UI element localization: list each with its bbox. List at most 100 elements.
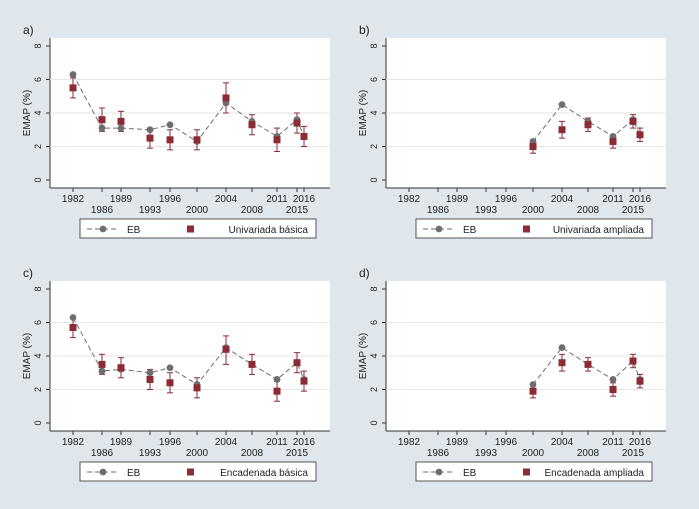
y-tick-label: 2 xyxy=(33,387,43,392)
eb-point xyxy=(69,71,77,78)
legend-eb-label: EB xyxy=(127,225,141,236)
legend-eb-marker xyxy=(99,468,107,476)
legend-box xyxy=(415,461,653,482)
y-axis-label: EMAP (%) xyxy=(358,333,369,380)
model-point xyxy=(609,137,617,145)
model-point xyxy=(529,387,537,395)
legend-model-label: Univariada ampliada xyxy=(553,225,645,236)
x-tick-label: 1982 xyxy=(62,437,85,448)
y-tick-label: 4 xyxy=(369,110,379,115)
panel-label: b) xyxy=(359,23,370,37)
model-point xyxy=(636,131,644,139)
eb-point xyxy=(529,381,537,388)
model-point xyxy=(293,359,301,367)
panel-label: a) xyxy=(23,23,34,37)
y-tick-label: 8 xyxy=(369,43,379,48)
model-point xyxy=(69,324,77,332)
x-tick-label: 1986 xyxy=(427,205,450,216)
legend-model-marker xyxy=(187,468,194,476)
eb-point xyxy=(558,101,566,109)
model-point xyxy=(273,387,281,395)
y-tick-label: 2 xyxy=(33,144,43,149)
model-point xyxy=(300,132,308,140)
eb-point xyxy=(273,376,281,383)
eb-point xyxy=(69,314,77,321)
x-tick-label: 2000 xyxy=(186,448,209,459)
model-point xyxy=(98,116,106,124)
x-tick-label: 1982 xyxy=(398,194,421,205)
model-point xyxy=(117,117,125,125)
y-axis-label: EMAP (%) xyxy=(22,333,33,380)
legend-eb-label: EB xyxy=(463,225,477,236)
x-tick-label: 1989 xyxy=(446,194,469,205)
x-tick-label: 2008 xyxy=(241,448,264,459)
x-tick-label: 2004 xyxy=(551,437,574,448)
model-point xyxy=(584,121,592,129)
y-tick-label: 8 xyxy=(33,43,43,48)
model-point xyxy=(222,94,230,102)
model-point xyxy=(248,360,256,368)
x-tick-label: 2011 xyxy=(602,437,624,448)
eb-point xyxy=(166,121,174,129)
eb-point xyxy=(146,369,154,377)
x-tick-label: 2000 xyxy=(522,448,545,459)
y-tick-label: 2 xyxy=(369,144,379,149)
legend-eb-label: EB xyxy=(463,468,477,479)
x-tick-label: 2011 xyxy=(602,194,624,205)
legend: EB Univariada ampliada xyxy=(415,218,653,239)
x-tick-label: 1982 xyxy=(62,194,85,205)
model-point xyxy=(629,357,637,365)
eb-point xyxy=(609,376,617,383)
x-tick-label: 2015 xyxy=(622,448,645,459)
x-tick-label: 2008 xyxy=(241,205,264,216)
legend-eb-marker xyxy=(435,225,443,233)
x-tick-label: 1989 xyxy=(110,437,133,448)
x-tick-label: 2011 xyxy=(266,194,288,205)
legend-eb-marker xyxy=(435,468,443,476)
y-tick-label: 6 xyxy=(33,320,43,325)
model-point xyxy=(558,126,566,134)
x-tick-label: 1996 xyxy=(159,194,182,205)
legend-eb-marker xyxy=(99,225,107,233)
eb-series-line xyxy=(532,103,641,142)
model-point xyxy=(69,84,77,92)
x-tick-label: 2004 xyxy=(215,194,238,205)
legend-box xyxy=(79,218,317,239)
model-point xyxy=(193,136,201,144)
x-tick-label: 2016 xyxy=(293,437,316,448)
x-tick-label: 2016 xyxy=(629,194,652,205)
model-point xyxy=(98,360,106,368)
y-tick-label: 0 xyxy=(33,420,43,425)
x-tick-label: 1996 xyxy=(159,437,182,448)
eb-point xyxy=(166,364,174,372)
x-tick-label: 1986 xyxy=(91,205,114,216)
model-point xyxy=(293,119,301,127)
x-tick-label: 2008 xyxy=(577,205,600,216)
model-point xyxy=(558,359,566,367)
model-point xyxy=(273,136,281,144)
y-tick-label: 4 xyxy=(369,353,379,358)
eb-point xyxy=(558,344,566,352)
legend: EB Univariada básica xyxy=(79,218,317,239)
model-point xyxy=(609,386,617,393)
panel-label: c) xyxy=(23,266,33,280)
panel-label: d) xyxy=(359,266,370,280)
model-point xyxy=(166,136,174,144)
x-tick-label: 1993 xyxy=(475,205,498,216)
y-tick-label: 6 xyxy=(369,320,379,325)
legend-model-marker xyxy=(187,225,194,233)
x-tick-label: 2015 xyxy=(286,205,309,216)
legend-model-marker xyxy=(523,225,530,233)
legend-model-label: Encadenada básica xyxy=(220,468,308,479)
x-tick-label: 2000 xyxy=(186,205,209,216)
y-tick-label: 0 xyxy=(369,420,379,425)
x-tick-label: 1989 xyxy=(446,437,469,448)
y-tick-label: 4 xyxy=(33,353,43,358)
x-tick-label: 2016 xyxy=(629,437,652,448)
y-tick-label: 0 xyxy=(33,177,43,182)
model-point xyxy=(166,379,174,387)
x-tick-label: 1982 xyxy=(398,437,421,448)
eb-point xyxy=(146,126,154,134)
x-tick-label: 2015 xyxy=(286,448,309,459)
